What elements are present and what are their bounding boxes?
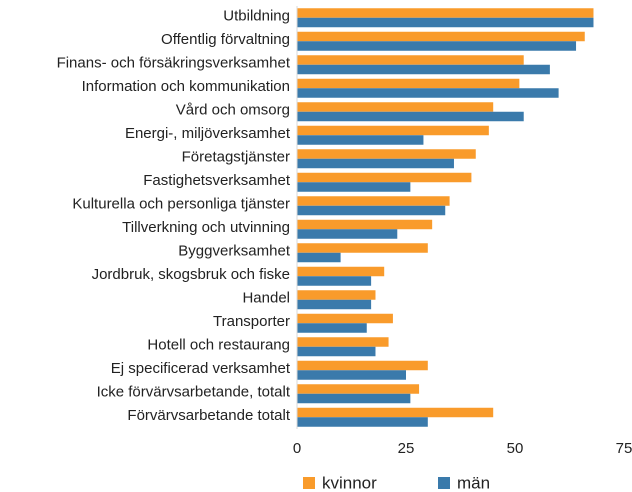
legend-label: kvinnor [322, 473, 377, 492]
x-tick-label: 50 [507, 440, 524, 457]
bar [297, 299, 372, 310]
bar [297, 276, 372, 286]
y-tick-label: Företagstjänster [182, 149, 290, 166]
bar [297, 78, 520, 89]
x-tick-label: 0 [293, 440, 301, 457]
bar [297, 313, 393, 324]
bar [297, 135, 424, 145]
y-tick-label: Transporter [213, 313, 290, 330]
bar [297, 17, 594, 28]
y-tick-label: Jordbruk, skogsbruk och fiske [92, 266, 290, 283]
bar [297, 111, 524, 122]
y-tick-label: Fastighetsverksamhet [143, 172, 291, 189]
y-tick-label: Energi-, miljöverksamhet [125, 125, 291, 142]
bar [297, 252, 341, 263]
y-tick-label: Tillverkning och utvinning [122, 219, 290, 236]
legend-swatch [438, 477, 450, 489]
y-tick-label: Icke förvärvsarbetande, totalt [97, 384, 291, 401]
y-tick-label: Utbildning [223, 8, 290, 25]
y-tick-label: Byggverksamhet [178, 243, 291, 260]
bar [297, 346, 376, 357]
bar [297, 229, 398, 239]
x-tick-label: 75 [616, 440, 632, 457]
bar [297, 337, 389, 347]
bar [297, 8, 594, 18]
bar [297, 196, 450, 206]
y-tick-label: Ej specificerad verksamhet [111, 360, 291, 377]
bar [297, 266, 385, 277]
legend-label: män [457, 473, 490, 492]
y-tick-label: Vård och omsorg [176, 102, 290, 119]
y-tick-label: Hotell och restaurang [147, 337, 290, 354]
y-tick-label: Handel [242, 290, 290, 307]
bar [297, 407, 494, 418]
bar [297, 41, 577, 51]
y-tick-label: Finans- och försäkringsverksamhet [57, 55, 291, 72]
y-tick-label: Offentlig förvaltning [161, 31, 290, 48]
y-tick-label: Information och kommunikation [82, 78, 290, 95]
legend-swatch [303, 477, 315, 489]
bar [297, 125, 489, 136]
bar [297, 370, 406, 380]
bar [297, 393, 411, 404]
bar [297, 64, 550, 75]
bar [297, 243, 428, 253]
bar [297, 384, 420, 394]
y-tick-label: Förvärvsarbetande totalt [127, 407, 290, 424]
bar [297, 102, 494, 112]
bar [297, 55, 524, 65]
bar [297, 205, 446, 216]
bar [297, 290, 376, 300]
bar [297, 149, 476, 159]
bar [297, 172, 472, 183]
bar [297, 360, 428, 371]
bar [297, 88, 559, 98]
bar [297, 31, 585, 42]
y-tick-label: Kulturella och personliga tjänster [72, 196, 290, 213]
bar [297, 417, 428, 427]
bar [297, 219, 433, 230]
bar [297, 323, 367, 333]
x-tick-label: 25 [398, 440, 415, 457]
bar [297, 158, 454, 169]
bar [297, 182, 411, 192]
